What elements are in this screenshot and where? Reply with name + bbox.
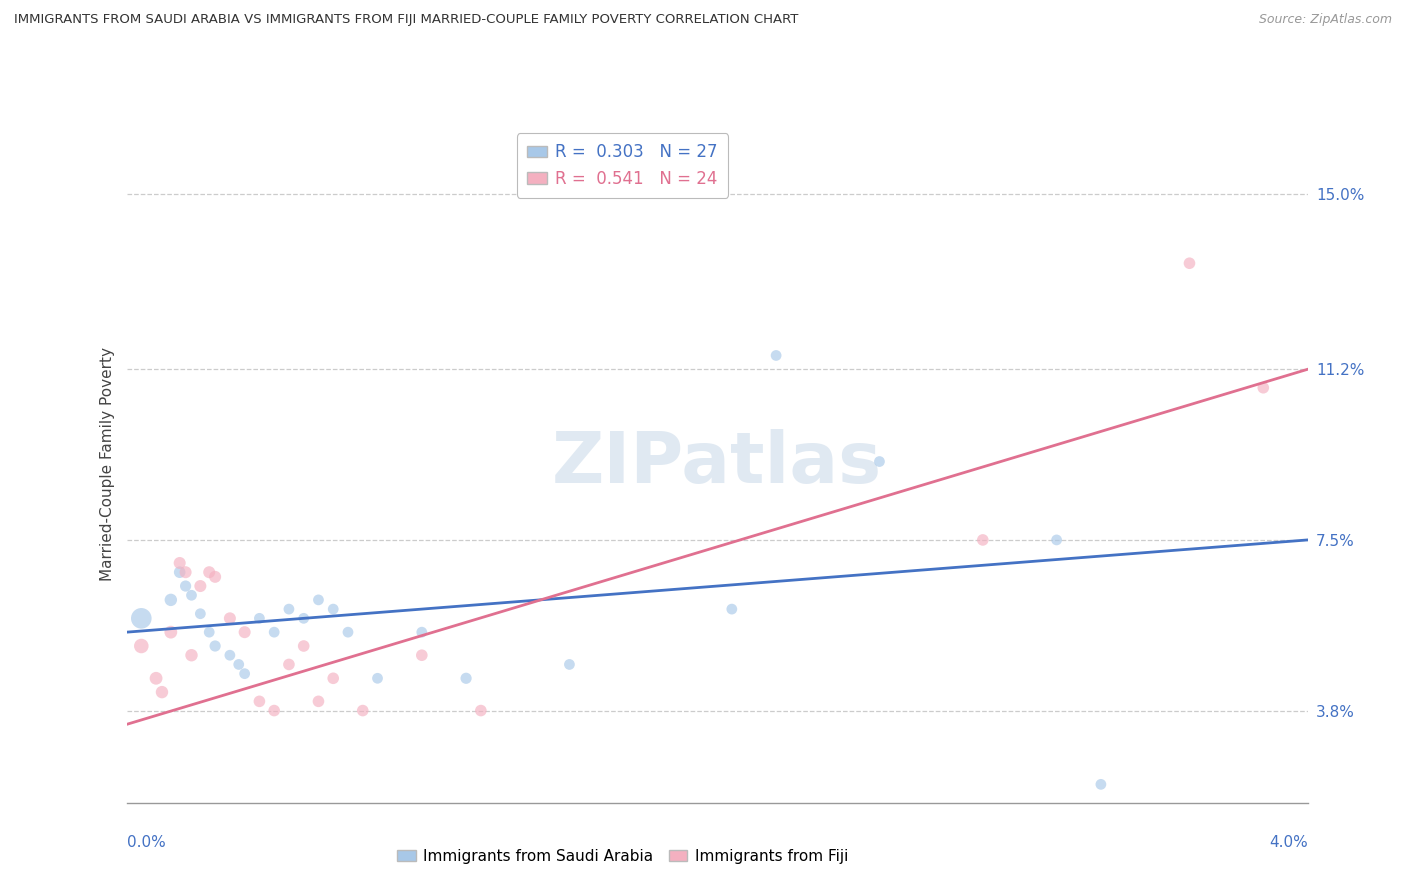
Point [180, 588, 202, 602]
Point [263, 704, 285, 718]
Point [470, 704, 492, 718]
Point [411, 648, 433, 663]
Point [411, 625, 433, 640]
Point [159, 593, 183, 607]
Text: ZIPatlas: ZIPatlas [553, 429, 882, 499]
Point [218, 648, 242, 663]
Point [233, 666, 256, 681]
Legend: Immigrants from Saudi Arabia, Immigrants from Fiji: Immigrants from Saudi Arabia, Immigrants… [391, 843, 853, 870]
Point [129, 611, 153, 625]
Text: 0.0%: 0.0% [127, 836, 166, 850]
Point [174, 579, 197, 593]
Point [558, 657, 581, 672]
Point [198, 565, 221, 579]
Point [218, 611, 242, 625]
Point [292, 611, 315, 625]
Point [972, 533, 994, 547]
Point [159, 625, 183, 640]
Point [868, 454, 891, 468]
Point [204, 639, 226, 653]
Point [322, 602, 344, 616]
Point [1090, 777, 1112, 791]
Point [145, 671, 167, 685]
Point [1251, 381, 1274, 395]
Text: Source: ZipAtlas.com: Source: ZipAtlas.com [1258, 13, 1392, 27]
Point [352, 704, 374, 718]
Point [247, 694, 270, 708]
Point [322, 671, 344, 685]
Point [1045, 533, 1069, 547]
Point [765, 349, 787, 363]
Point [188, 579, 211, 593]
Point [337, 625, 360, 640]
Y-axis label: Married-Couple Family Poverty: Married-Couple Family Poverty [100, 347, 115, 581]
Point [180, 648, 202, 663]
Point [233, 625, 256, 640]
Point [278, 657, 301, 672]
Point [278, 602, 301, 616]
Text: 4.0%: 4.0% [1268, 836, 1308, 850]
Point [366, 671, 388, 685]
Point [307, 593, 329, 607]
Point [307, 694, 329, 708]
Point [204, 570, 226, 584]
Text: IMMIGRANTS FROM SAUDI ARABIA VS IMMIGRANTS FROM FIJI MARRIED-COUPLE FAMILY POVER: IMMIGRANTS FROM SAUDI ARABIA VS IMMIGRAN… [14, 13, 799, 27]
Point [188, 607, 211, 621]
Point [454, 671, 477, 685]
Point [263, 625, 285, 640]
Point [247, 611, 270, 625]
Point [129, 639, 153, 653]
Point [150, 685, 173, 699]
Point [228, 657, 250, 672]
Point [720, 602, 742, 616]
Point [1178, 256, 1201, 270]
Point [292, 639, 315, 653]
Point [174, 565, 197, 579]
Point [169, 565, 191, 579]
Point [198, 625, 221, 640]
Point [169, 556, 191, 570]
